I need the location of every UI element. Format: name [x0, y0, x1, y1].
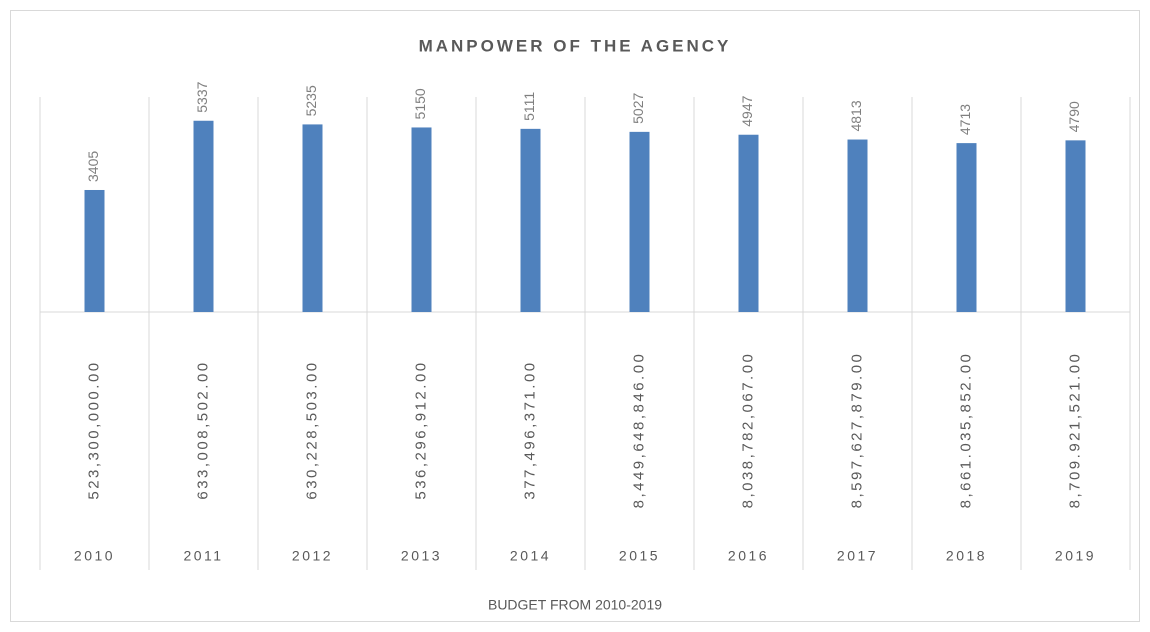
- budget-label: 8,449,648,846.00: [630, 352, 647, 509]
- bar: [629, 131, 650, 312]
- x-tick-label: 2013: [401, 548, 442, 564]
- x-tick-label: 2014: [510, 548, 551, 564]
- data-label: 5235: [303, 85, 319, 116]
- budget-label: 633,008,502.00: [194, 360, 211, 499]
- chart-title: MANPOWER OF THE AGENCY: [419, 36, 732, 55]
- x-axis-title: BUDGET FROM 2010-2019: [488, 597, 662, 613]
- budget-label: 8,661.035,852.00: [957, 352, 974, 509]
- data-label: 5150: [412, 88, 428, 119]
- budget-label: 377,496,371.00: [521, 360, 538, 499]
- bar: [738, 134, 759, 312]
- budget-label: 8,597,627,879.00: [848, 352, 865, 509]
- bar: [956, 143, 977, 312]
- bar: [302, 124, 323, 312]
- bar: [84, 189, 105, 312]
- bar: [1065, 140, 1086, 312]
- x-tick-label: 2019: [1055, 548, 1096, 564]
- chart-border: [10, 10, 1140, 622]
- x-tick-label: 2011: [183, 548, 223, 564]
- data-label: 4947: [739, 95, 755, 126]
- data-label: 4813: [848, 100, 864, 131]
- x-tick-label: 2017: [837, 548, 878, 564]
- budget-label: 8,038,782,067.00: [739, 352, 756, 509]
- budget-label: 630,228,503.00: [303, 360, 320, 499]
- x-tick-label: 2012: [292, 548, 333, 564]
- x-tick-label: 2015: [619, 548, 660, 564]
- budget-label: 536,296,912.00: [412, 360, 429, 499]
- data-label: 3405: [85, 151, 101, 182]
- bar: [520, 128, 541, 312]
- budget-label: 8,709.921,521.00: [1066, 352, 1083, 509]
- x-tick-label: 2016: [728, 548, 769, 564]
- x-tick-label: 2018: [946, 548, 987, 564]
- bar: [411, 127, 432, 312]
- data-label: 5111: [521, 92, 537, 121]
- x-tick-label: 2010: [74, 548, 115, 564]
- data-label: 4790: [1066, 101, 1082, 132]
- data-label: 5337: [194, 81, 210, 112]
- budget-label: 523,300,000.00: [85, 360, 102, 499]
- data-label: 4713: [957, 104, 973, 135]
- bar: [193, 120, 214, 312]
- data-label: 5027: [630, 93, 646, 124]
- bar: [847, 139, 868, 312]
